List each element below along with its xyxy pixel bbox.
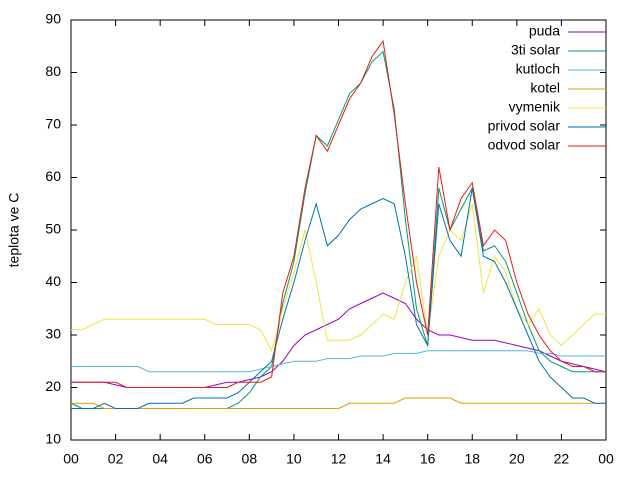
y-tick-label: 10 — [45, 431, 61, 447]
legend-label: odvod solar — [488, 137, 561, 153]
x-tick-label: 16 — [420, 451, 436, 467]
x-tick-label: 20 — [509, 451, 525, 467]
legend-label: 3ti solar — [511, 42, 560, 58]
legend-label: kutloch — [516, 61, 560, 77]
x-tick-label: 08 — [242, 451, 258, 467]
series-line — [71, 187, 606, 409]
x-tick-label: 00 — [63, 451, 79, 467]
y-tick-label: 40 — [45, 273, 61, 289]
x-tick-label: 06 — [197, 451, 213, 467]
series-line — [71, 350, 606, 373]
x-tick-label: 04 — [152, 451, 168, 467]
x-tick-label: 14 — [375, 451, 391, 467]
x-tick-label: 00 — [598, 451, 614, 467]
series-line — [71, 397, 606, 409]
y-tick-label: 70 — [45, 116, 61, 132]
y-axis-label: teplota ve C — [6, 193, 22, 268]
y-tick-label: 80 — [45, 63, 61, 79]
x-tick-label: 02 — [108, 451, 124, 467]
plot-border — [70, 19, 607, 441]
x-tick-label: 18 — [464, 451, 480, 467]
y-tick-label: 20 — [45, 378, 61, 394]
legend-label: privod solar — [488, 118, 561, 134]
y-tick-label: 50 — [45, 221, 61, 237]
y-tick-label: 90 — [45, 11, 61, 27]
y-tick-label: 30 — [45, 326, 61, 342]
x-tick-label: 22 — [554, 451, 570, 467]
x-tick-label: 12 — [331, 451, 347, 467]
series-line — [71, 39, 606, 388]
x-tick-label: 10 — [286, 451, 302, 467]
legend-label: vymenik — [509, 99, 561, 115]
legend-label: puda — [529, 23, 560, 39]
y-tick-label: 60 — [45, 168, 61, 184]
legend-label: kotel — [530, 80, 560, 96]
